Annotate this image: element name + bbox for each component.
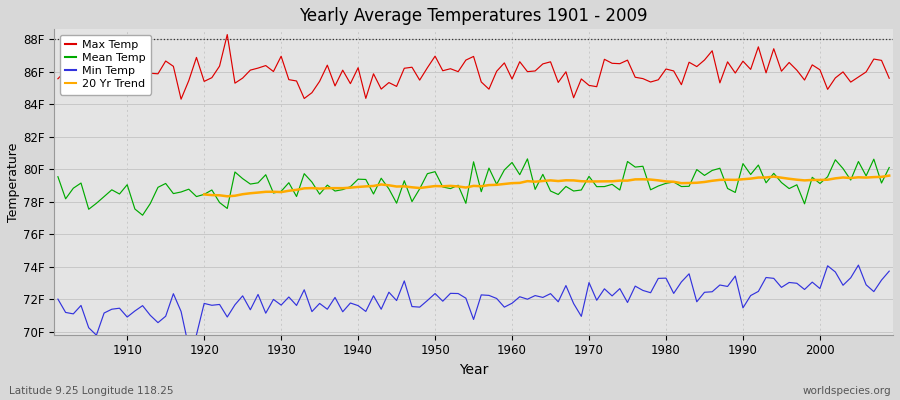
Text: worldspecies.org: worldspecies.org [803,386,891,396]
Title: Yearly Average Temperatures 1901 - 2009: Yearly Average Temperatures 1901 - 2009 [300,7,648,25]
Y-axis label: Temperature: Temperature [7,142,20,222]
Legend: Max Temp, Mean Temp, Min Temp, 20 Yr Trend: Max Temp, Mean Temp, Min Temp, 20 Yr Tre… [59,35,151,95]
X-axis label: Year: Year [459,363,488,377]
Text: Latitude 9.25 Longitude 118.25: Latitude 9.25 Longitude 118.25 [9,386,174,396]
